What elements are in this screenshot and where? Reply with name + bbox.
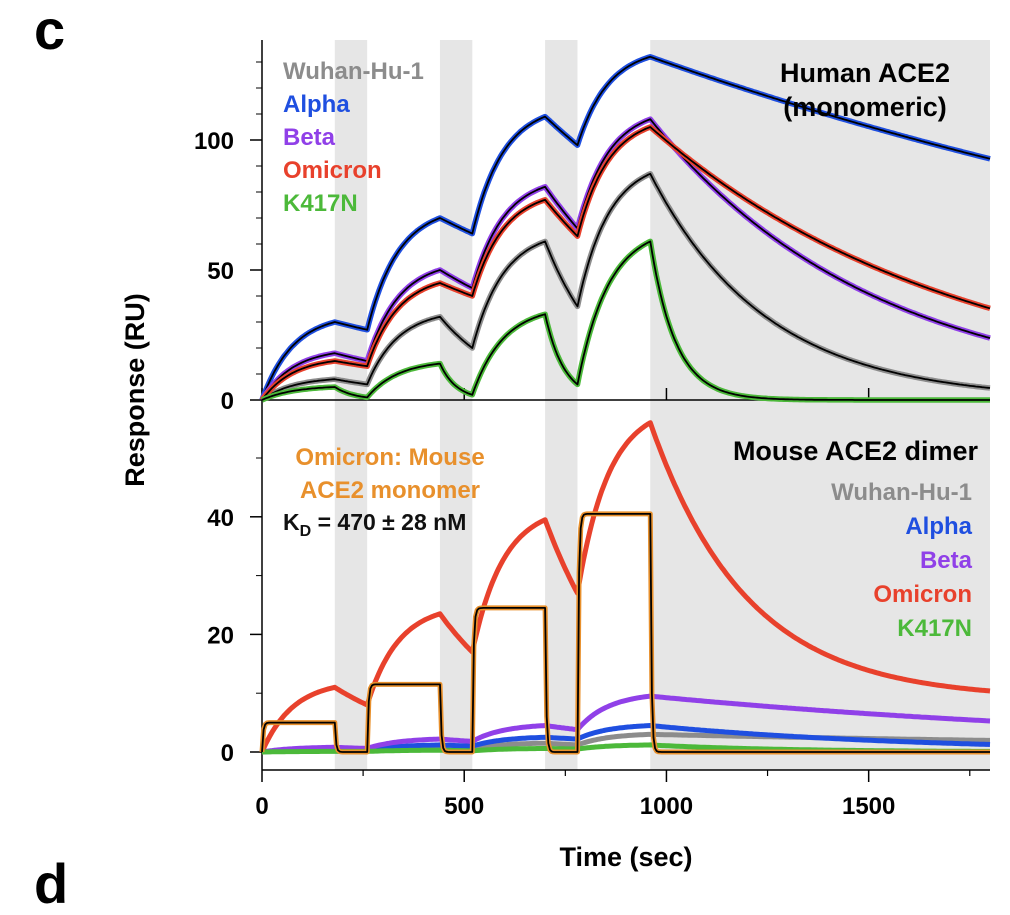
bottom-legend-entry: Alpha [905, 513, 972, 540]
x-tick-label: 1500 [842, 793, 895, 820]
bottom-legend-entry: Beta [920, 547, 973, 574]
kd-subscript: D [300, 523, 312, 540]
top-panel-title: (monomeric) [783, 92, 947, 122]
y-tick-label-top: 100 [194, 128, 234, 155]
bottom-series-2 [261, 693, 991, 755]
injection-shading [334, 40, 990, 770]
top-legend-entry: Omicron [283, 157, 382, 184]
injection-gap-2 [545, 40, 578, 770]
x-tick-label: 1000 [640, 793, 693, 820]
y-axis-label: Response (RU) [120, 293, 150, 487]
kd-label: KD = 470 ± 28 nM [283, 509, 466, 540]
top-legend-entry: Alpha [283, 91, 350, 118]
bottom-series-3 [259, 420, 991, 754]
y-tick-label-top: 0 [221, 388, 234, 415]
top-fit-3 [261, 126, 991, 401]
bottom-panel-title: Mouse ACE2 dimer [733, 436, 979, 466]
y-tick-label-bottom: 40 [207, 505, 234, 532]
omicron-monomer-annotation: Omicron: Mouse [295, 444, 484, 471]
dissociation-region [650, 40, 990, 770]
top-legend-entry: Beta [283, 124, 336, 151]
bottom-legend-entry: Wuhan-Hu-1 [831, 479, 972, 506]
injection-gap-0 [334, 40, 368, 770]
kd-value: = 470 ± 28 nM [311, 509, 466, 535]
y-tick-label-top: 50 [207, 258, 234, 285]
top-legend-entry: K417N [283, 190, 358, 217]
y-tick-label-bottom: 20 [207, 622, 234, 649]
kd-prefix: K [283, 509, 300, 535]
bottom-fit-5 [261, 513, 990, 753]
bottom-legend-entry: K417N [897, 615, 972, 642]
omicron-monomer-annotation: ACE2 monomer [300, 477, 480, 504]
top-fit-2 [261, 118, 991, 401]
top-fit-4 [261, 240, 990, 401]
top-legend-entry: Wuhan-Hu-1 [283, 58, 424, 85]
x-axis-label: Time (sec) [559, 842, 692, 872]
top-panel-title: Human ACE2 [780, 58, 950, 88]
bottom-series-1 [261, 723, 991, 755]
bottom-legend-entry: Omicron [873, 581, 972, 608]
panel-letter-c: c [34, 0, 66, 61]
x-tick-label: 0 [255, 793, 268, 820]
x-tick-label: 500 [444, 793, 484, 820]
injection-gap-1 [439, 40, 473, 770]
series-curves [259, 54, 991, 755]
top-fit-0 [261, 172, 991, 401]
y-tick-label-bottom: 0 [221, 740, 234, 767]
top-fit-1 [261, 55, 991, 401]
